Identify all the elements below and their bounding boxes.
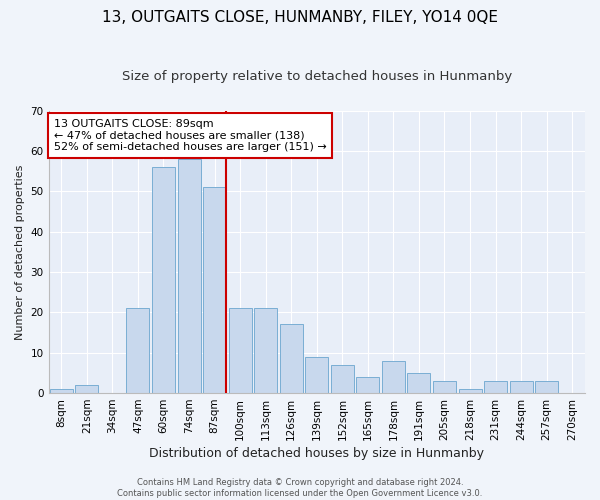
Bar (178, 159, 200, 393)
Bar (407, 373, 430, 393)
Bar (254, 308, 277, 393)
Bar (305, 356, 328, 393)
Bar (50, 389, 73, 393)
Bar (280, 324, 303, 393)
Bar (509, 381, 533, 393)
Bar (152, 167, 175, 393)
Bar (229, 308, 251, 393)
Text: 13, OUTGAITS CLOSE, HUNMANBY, FILEY, YO14 0QE: 13, OUTGAITS CLOSE, HUNMANBY, FILEY, YO1… (102, 10, 498, 25)
Y-axis label: Number of detached properties: Number of detached properties (15, 164, 25, 340)
X-axis label: Distribution of detached houses by size in Hunmanby: Distribution of detached houses by size … (149, 447, 484, 460)
Bar (458, 389, 482, 393)
Bar (535, 381, 558, 393)
Bar (76, 385, 98, 393)
Text: 13 OUTGAITS CLOSE: 89sqm
← 47% of detached houses are smaller (138)
52% of semi-: 13 OUTGAITS CLOSE: 89sqm ← 47% of detach… (54, 119, 326, 152)
Bar (382, 361, 405, 393)
Bar (127, 308, 149, 393)
Title: Size of property relative to detached houses in Hunmanby: Size of property relative to detached ho… (122, 70, 512, 83)
Bar (484, 381, 507, 393)
Bar (331, 365, 354, 393)
Bar (356, 377, 379, 393)
Text: Contains HM Land Registry data © Crown copyright and database right 2024.
Contai: Contains HM Land Registry data © Crown c… (118, 478, 482, 498)
Bar (203, 187, 226, 393)
Bar (433, 381, 456, 393)
